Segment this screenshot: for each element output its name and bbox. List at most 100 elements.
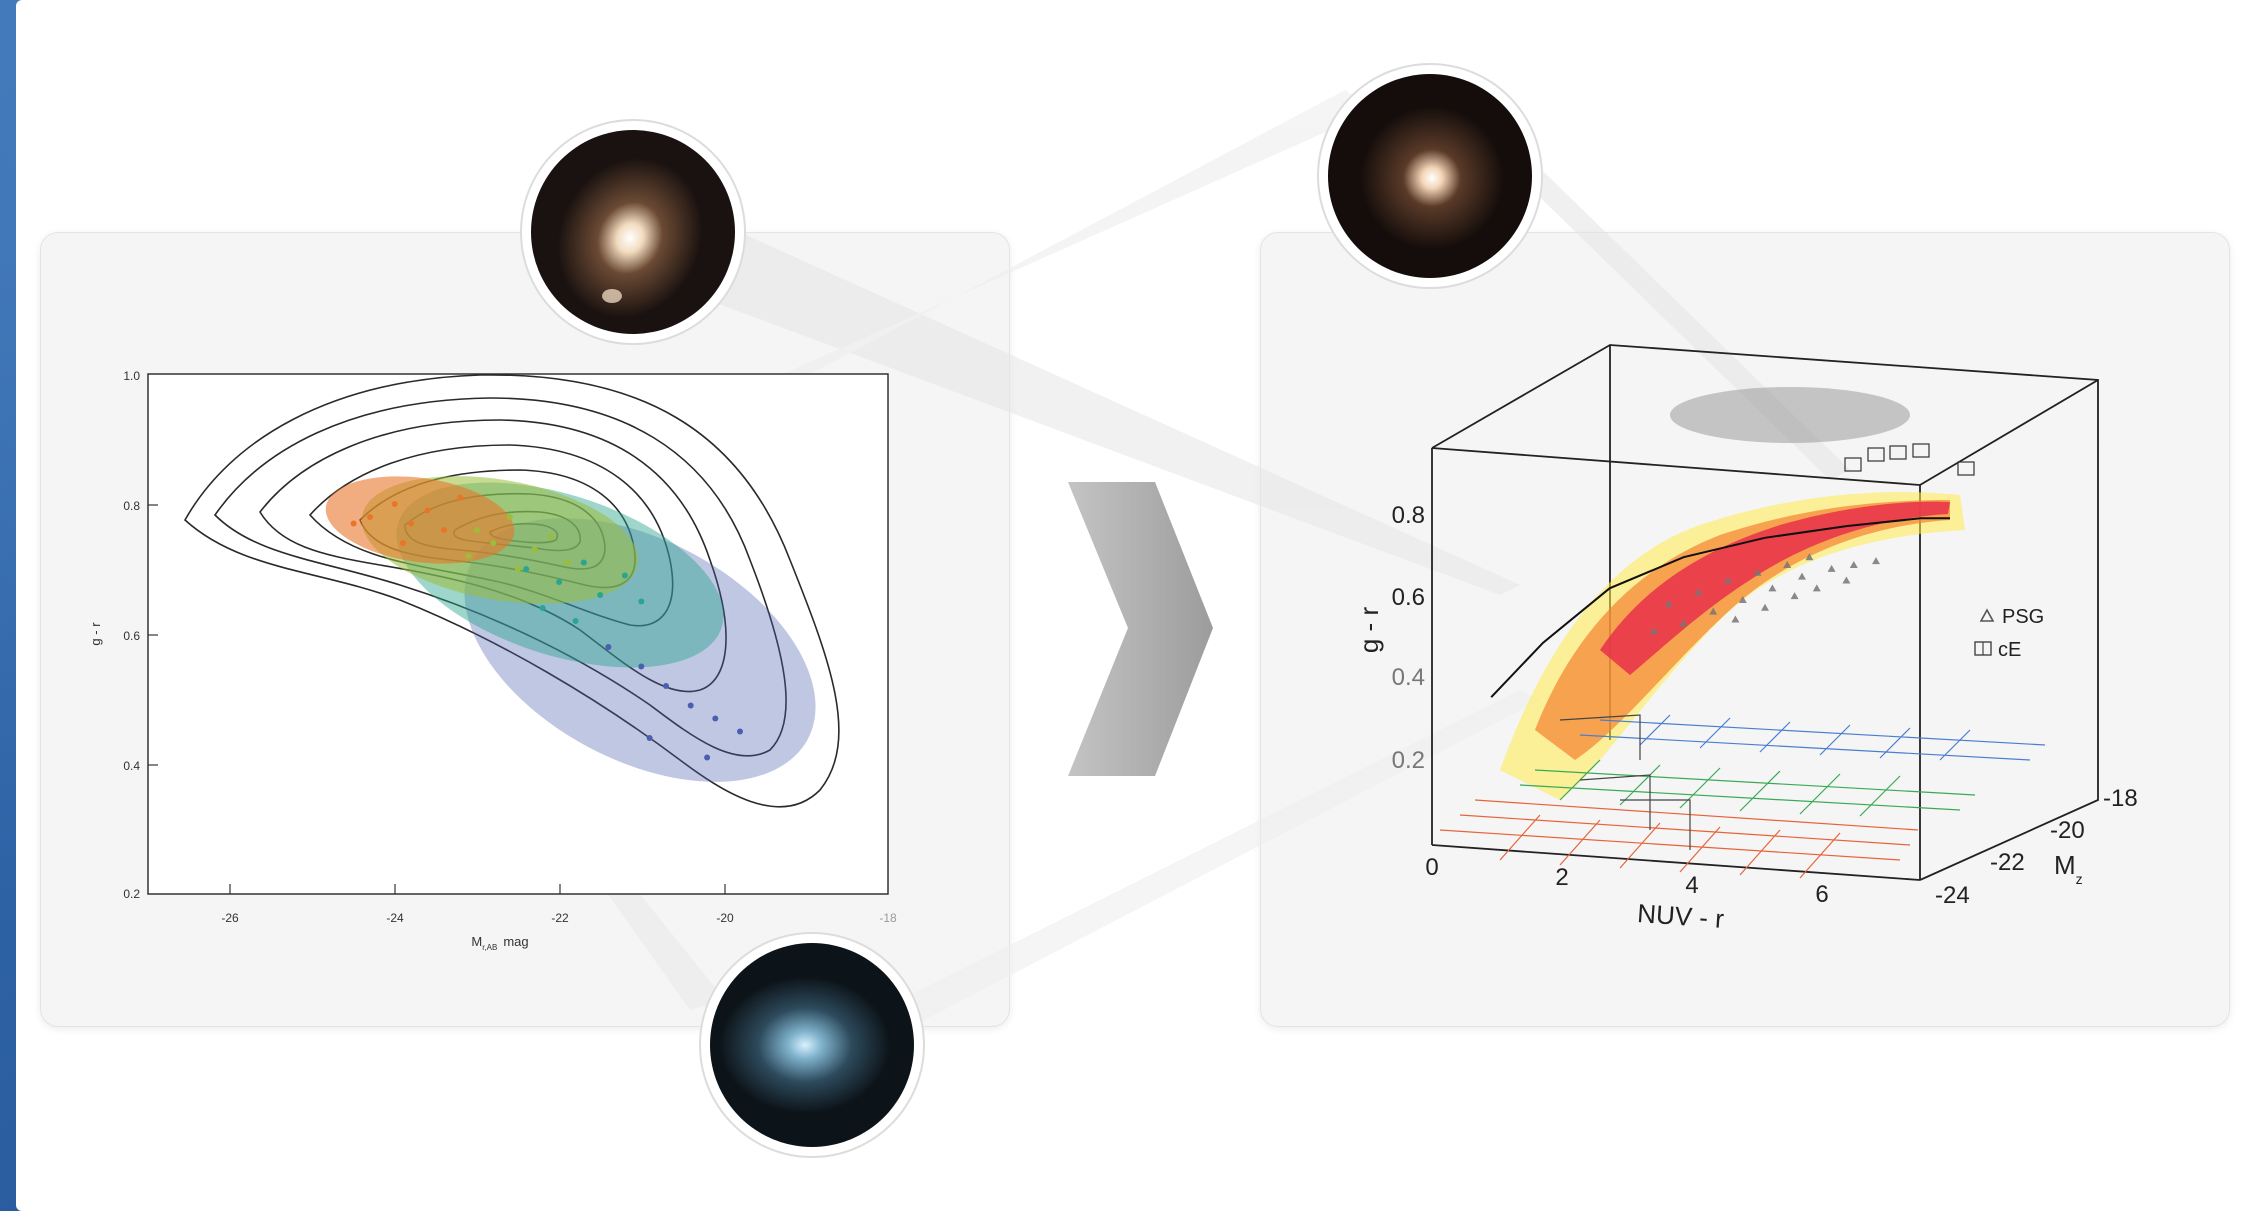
data-point [539, 605, 546, 611]
y-tick-label: 0.4 [123, 759, 140, 773]
histogram-bars [1559, 714, 1691, 850]
galaxy-thumbnail-elliptical-1 [520, 119, 746, 345]
data-point [490, 540, 497, 546]
psg-point [1783, 561, 1792, 568]
y-tick-label: 1.0 [123, 369, 140, 383]
data-point [424, 507, 431, 514]
psg-point [1768, 584, 1777, 592]
data-point [572, 618, 579, 624]
left-scatter-points [350, 494, 743, 761]
x-tick-label: -20 [716, 911, 734, 925]
psg-point [1849, 561, 1858, 568]
data-point [547, 533, 554, 540]
projection-beam [880, 690, 1540, 1030]
floor-histogram [1439, 714, 2046, 879]
x-tick-label: -26 [221, 911, 239, 925]
data-point [605, 644, 612, 650]
data-point [523, 566, 530, 572]
x-tick-label: 4 [1685, 872, 1698, 899]
data-point [350, 520, 357, 527]
galaxy-glow [1360, 106, 1504, 250]
psg-point [1650, 627, 1658, 635]
psg-triangle-icon [1979, 608, 1995, 622]
y-tick-label: 0.4 [1392, 664, 1425, 691]
ce-marker [1957, 461, 1975, 476]
z-tick-label: -18 [2103, 785, 2138, 812]
projection-beam [520, 230, 1520, 595]
data-point [465, 553, 472, 559]
psg-point [1827, 564, 1836, 572]
z-tick-label: -20 [2050, 817, 2085, 844]
data-point [638, 598, 645, 605]
psg-point [1812, 584, 1821, 592]
left-chart: -26 -24 -22 -20 -18 1.0 0.8 0.6 0.4 0.2 … [88, 369, 897, 952]
data-point [457, 494, 464, 501]
density-orange [325, 476, 515, 564]
data-point [597, 592, 604, 598]
ce-marker [1867, 447, 1885, 462]
contour-line [183, 374, 840, 808]
data-point [473, 527, 480, 533]
data-point [531, 546, 538, 553]
data-point [515, 566, 521, 572]
cube-edge [1919, 379, 2099, 486]
data-point [646, 735, 653, 741]
psg-point [1709, 607, 1718, 615]
left-plot-frame [147, 373, 889, 895]
psg-point [1731, 615, 1740, 623]
left-axis-ticks [148, 504, 726, 894]
data-point [621, 572, 628, 579]
cube-edge [1431, 447, 1921, 486]
data-point [564, 559, 571, 566]
histogram-grid-red [1439, 799, 1919, 879]
data-point [367, 514, 373, 520]
data-point [556, 579, 563, 585]
z-tick-label: -24 [1935, 882, 1970, 909]
x-tick-label: 6 [1815, 881, 1828, 908]
x-tick-label: -18 [879, 911, 897, 925]
contour-line [213, 397, 787, 757]
psg-point [1790, 592, 1799, 600]
data-point [506, 514, 513, 520]
legend-label-psg: PSG [2002, 606, 2044, 628]
y-tick-label: 0.8 [123, 499, 140, 513]
data-point [399, 540, 406, 546]
ce-marker [1912, 443, 1930, 458]
data-point [712, 715, 719, 722]
y-tick-label: 0.8 [1392, 502, 1425, 529]
data-point [704, 754, 711, 761]
psg-point [1738, 596, 1747, 603]
y-tick-label: 0.2 [1392, 747, 1425, 774]
data-point [441, 527, 447, 533]
psg-point [1753, 568, 1762, 576]
galaxy-thumbnail-spiral [699, 932, 925, 1158]
psg-point [1694, 588, 1703, 596]
legend: PSG cE [1974, 606, 2044, 661]
x-tick-label: 2 [1555, 864, 1568, 891]
ce-marker [1844, 457, 1862, 472]
cube-edge [1431, 844, 1921, 881]
chevron-right-icon [1068, 482, 1213, 776]
x-tick-label: -24 [386, 911, 404, 925]
galaxy-companion [602, 289, 622, 303]
galaxy-glow [720, 977, 890, 1113]
right-z-axis-title: Mz [2054, 850, 2083, 887]
psg-point [1679, 619, 1688, 627]
y-tick-label: 0.2 [123, 887, 140, 901]
left-y-axis-title: g - r [88, 622, 103, 646]
psg-point [1761, 603, 1769, 611]
data-point [580, 559, 587, 566]
right-y-axis-title: g - r [1354, 607, 1384, 654]
histogram-grid-blue [1579, 714, 2046, 761]
psg-point [1805, 553, 1814, 561]
data-point [638, 663, 645, 670]
x-tick-label: 0 [1425, 854, 1438, 881]
psg-point [1664, 599, 1673, 607]
contour-line [259, 419, 727, 693]
psg-point [1724, 576, 1732, 584]
data-point [687, 702, 694, 709]
data-point [391, 501, 398, 507]
ridge-line [1490, 517, 1950, 698]
ce-markers [1844, 443, 1975, 476]
y-tick-label: 0.6 [1392, 584, 1425, 611]
